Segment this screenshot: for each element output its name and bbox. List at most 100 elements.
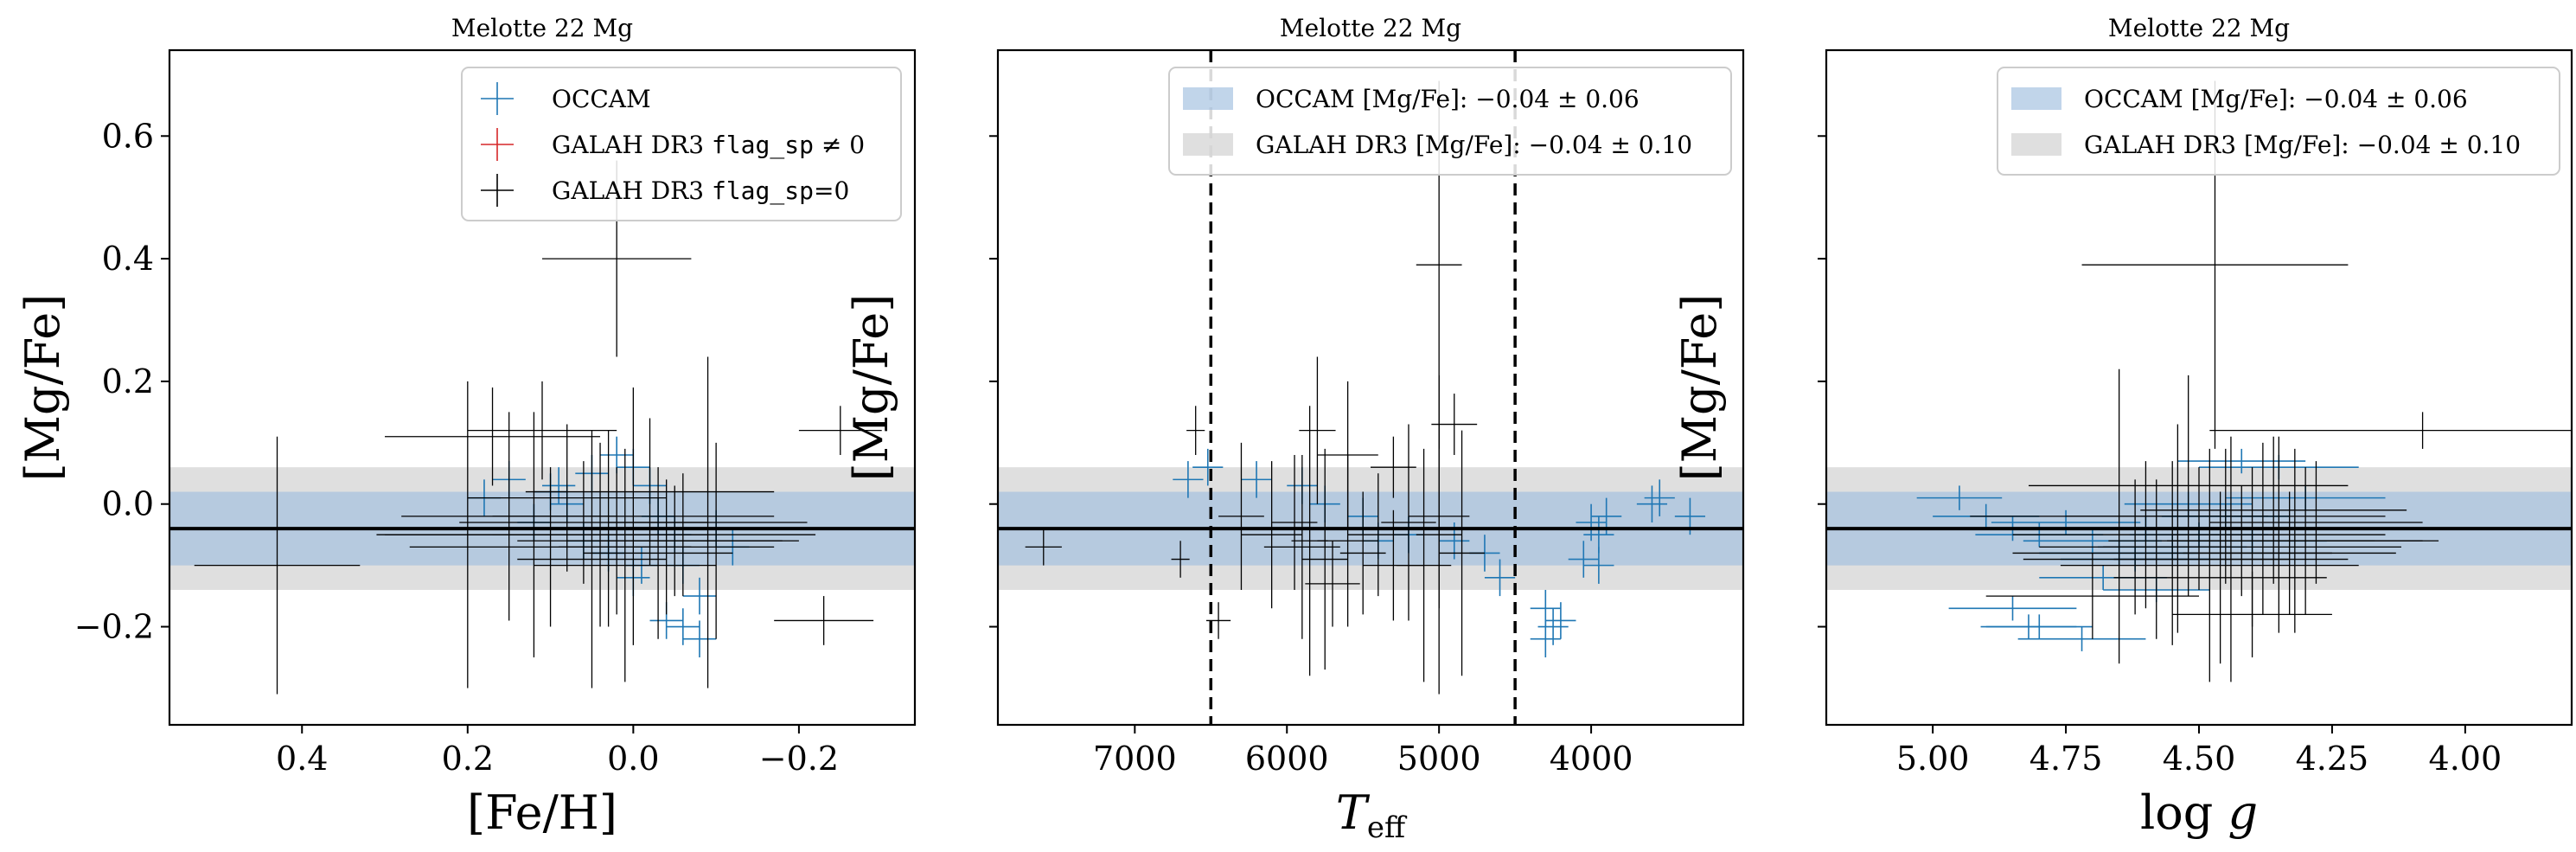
occam-point-14 xyxy=(1948,596,2077,621)
galah-point-4 xyxy=(798,406,882,455)
occam-point-18 xyxy=(1636,485,1668,522)
x-tick-label-0: 0.4 xyxy=(276,740,328,778)
legend: OCCAM [Mg/Fe]: −0.04 ± 0.06 GALAH DR3 [Mg… xyxy=(1997,67,2560,176)
legend-label-text: GALAH DR3 [Mg/Fe]: −0.04 ± 0.10 xyxy=(2084,131,2521,159)
occam-point-2 xyxy=(1241,461,1272,498)
galah-point-22 xyxy=(583,467,733,639)
legend-label: OCCAM xyxy=(552,85,651,113)
x-tick-label-3: 4000 xyxy=(1550,740,1633,778)
axes-frame xyxy=(168,48,917,727)
galah-point-3 xyxy=(1985,553,2199,639)
occam-point-19 xyxy=(1644,479,1675,516)
legend-label-text: OCCAM [Mg/Fe]: −0.04 ± 0.06 xyxy=(1256,85,1640,113)
panel-title: Melotte 22 Mg xyxy=(1280,14,1461,42)
legend-box xyxy=(461,67,902,221)
legend-label-text: OCCAM [Mg/Fe]: −0.04 ± 0.06 xyxy=(2084,85,2468,113)
galah-point-23 xyxy=(566,485,783,597)
galah-point-21 xyxy=(534,448,717,682)
y-axis-label: [Mg/Fe] xyxy=(1672,294,1727,482)
legend-label-text: GALAH DR3 [Mg/Fe]: −0.04 ± 0.10 xyxy=(1256,131,1692,159)
occam-point-0 xyxy=(1173,461,1204,498)
legend-box xyxy=(1168,67,1732,176)
x-axis-label: Teff xyxy=(1336,785,1408,845)
occam-point-13 xyxy=(682,620,717,657)
galah-point-7 xyxy=(1299,356,1336,504)
y-tick-label-3: 0.4 xyxy=(102,240,154,278)
galah-point-5 xyxy=(774,596,874,645)
galah-point-2 xyxy=(1171,541,1190,578)
y-tick-label-0: −0.2 xyxy=(74,608,154,646)
y-tick-label-1: 0.0 xyxy=(102,485,154,523)
galah-point-14 xyxy=(1381,424,1436,621)
data-points xyxy=(1916,80,2572,682)
galah-point-22 xyxy=(1305,541,1360,627)
galah-point-23 xyxy=(2113,436,2349,682)
legend-entry-0: OCCAM [Mg/Fe]: −0.04 ± 0.06 xyxy=(2011,85,2468,113)
galah-point-0 xyxy=(1025,528,1062,566)
legend-label-text: GALAH DR3 xyxy=(552,176,712,205)
panel-feh: 0.4 0.2 0.0 −0.2 −0.2 0.0 0.2 0.4 0.6 Melotte 22 … xyxy=(16,14,917,840)
galah-point-10 xyxy=(2172,436,2386,633)
x-tick-label-1: 6000 xyxy=(1245,740,1329,778)
galah-point-2 xyxy=(385,388,601,486)
legend-entry-0: OCCAM [Mg/Fe]: −0.04 ± 0.06 xyxy=(1183,85,1640,113)
y-tick-label-2: 0.2 xyxy=(102,362,154,400)
occam-point-0 xyxy=(1916,485,2003,510)
legend-entry-2: GALAH DR3 flag_sp=0 xyxy=(481,174,849,207)
x-axis-label: [Fe/H] xyxy=(467,785,617,840)
galah-point-18 xyxy=(1339,491,1386,615)
legend-entry-1: GALAH DR3 flag_sp ≠ 0 xyxy=(481,128,865,161)
x-tick-label-3: −0.2 xyxy=(759,740,839,778)
galah-point-0 xyxy=(194,436,361,695)
legend-swatch xyxy=(1183,87,1233,110)
legend-label: GALAH DR3 flag_sp=0 xyxy=(552,176,849,206)
panel-title: Melotte 22 Mg xyxy=(2108,14,2290,42)
axes-frame xyxy=(996,48,1745,727)
legend-label: GALAH DR3 [Mg/Fe]: −0.04 ± 0.10 xyxy=(2084,131,2521,159)
occam-point-16 xyxy=(1980,614,2077,639)
legend-swatch xyxy=(2011,87,2061,110)
legend-swatch xyxy=(1183,133,1233,156)
occam-point-17 xyxy=(1583,547,1614,584)
galah-point-3 xyxy=(467,381,617,480)
galah-point-24 xyxy=(376,412,692,657)
occam-point-1 xyxy=(1192,448,1224,486)
data-points xyxy=(194,160,882,695)
y-axis-label: [Mg/Fe] xyxy=(16,294,70,482)
panel-teff: 7000 6000 5000 4000 Melotte 22 Mg [Mg/Fe] Teff… xyxy=(844,14,1745,845)
occam-point-10 xyxy=(682,577,717,615)
occam-point-16 xyxy=(1568,541,1599,578)
panel-title: Melotte 22 Mg xyxy=(451,14,633,42)
y-axis-label: [Mg/Fe] xyxy=(844,294,898,482)
galah-point-19 xyxy=(1218,442,1264,590)
x-tick-label-4: 4.00 xyxy=(2429,740,2502,778)
galah-point-4 xyxy=(1431,394,1478,455)
x-tick-label-3: 4.25 xyxy=(2296,740,2369,778)
occam-point-21 xyxy=(2177,448,2306,474)
galah-point-19 xyxy=(517,430,667,689)
x-tick-label-0: 7000 xyxy=(1093,740,1177,778)
y-tick-label-4: 0.6 xyxy=(102,117,154,155)
legend-label-suffix: =0 xyxy=(814,176,849,205)
occam-point-13 xyxy=(1545,602,1576,639)
legend-entry-0: OCCAM xyxy=(481,82,651,115)
data-points xyxy=(1025,80,1706,695)
legend-swatch xyxy=(2011,133,2061,156)
x-tick-label-0: 5.00 xyxy=(1896,740,1970,778)
galah-point-17 xyxy=(608,356,808,689)
galah-point-13 xyxy=(492,388,775,645)
occam-point-9 xyxy=(1484,559,1516,597)
galah-point-19 xyxy=(2113,491,2327,664)
galah-point-24 xyxy=(2167,448,2423,633)
legend-label-code: flag_sp xyxy=(712,176,814,206)
galah-point-1 xyxy=(2209,412,2572,449)
legend-label: OCCAM [Mg/Fe]: −0.04 ± 0.06 xyxy=(1256,85,1640,113)
legend-label-code: flag_sp xyxy=(712,131,814,160)
galah-point-21 xyxy=(2039,479,2231,615)
legend-label-text: GALAH DR3 xyxy=(552,131,712,159)
galah-point-13 xyxy=(1347,473,1409,597)
occam-point-4 xyxy=(1991,509,2141,535)
galah-point-9 xyxy=(1241,461,1302,609)
